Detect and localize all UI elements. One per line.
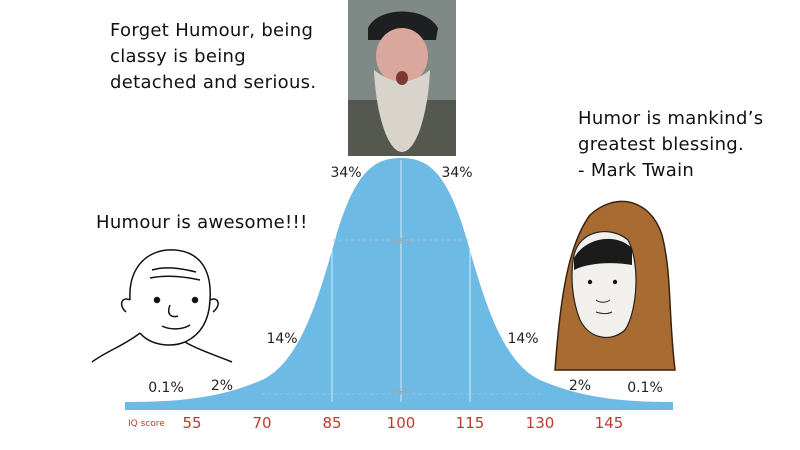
range-guides [262, 239, 540, 395]
tick-label: 100 [387, 414, 416, 432]
pct-label: 0.1% [627, 380, 663, 396]
tick-label: 55 [182, 414, 201, 432]
quote-top: Forget Humour, being classy is being det… [110, 20, 317, 93]
inner-label-68: 68% [391, 237, 411, 247]
pct-label: 2% [211, 378, 233, 394]
tick-label: 130 [526, 414, 555, 432]
tick-label: 145 [595, 414, 624, 432]
pct-label: 34% [330, 165, 361, 181]
hooded-character [554, 200, 676, 371]
pct-label: 14% [266, 331, 297, 347]
bell-curve [125, 158, 675, 402]
tick-label: 115 [456, 414, 485, 432]
bearded-man-photo [348, 0, 456, 156]
axis-bar [125, 402, 673, 410]
tick-label: 85 [322, 414, 341, 432]
quote-left: Humour is awesome!!! [96, 212, 308, 233]
quote-right: Humor is mankind’s greatest blessing. - … [578, 108, 764, 181]
pct-label: 14% [507, 331, 538, 347]
pct-label: 34% [441, 165, 472, 181]
axis-label: IQ score [128, 419, 165, 429]
inner-label-95: 95% [391, 388, 411, 398]
wojak-character [91, 249, 233, 363]
sd-lines [331, 160, 471, 402]
pct-label: 2% [569, 378, 591, 394]
tick-label: 70 [252, 414, 271, 432]
pct-label: 0.1% [148, 380, 184, 396]
